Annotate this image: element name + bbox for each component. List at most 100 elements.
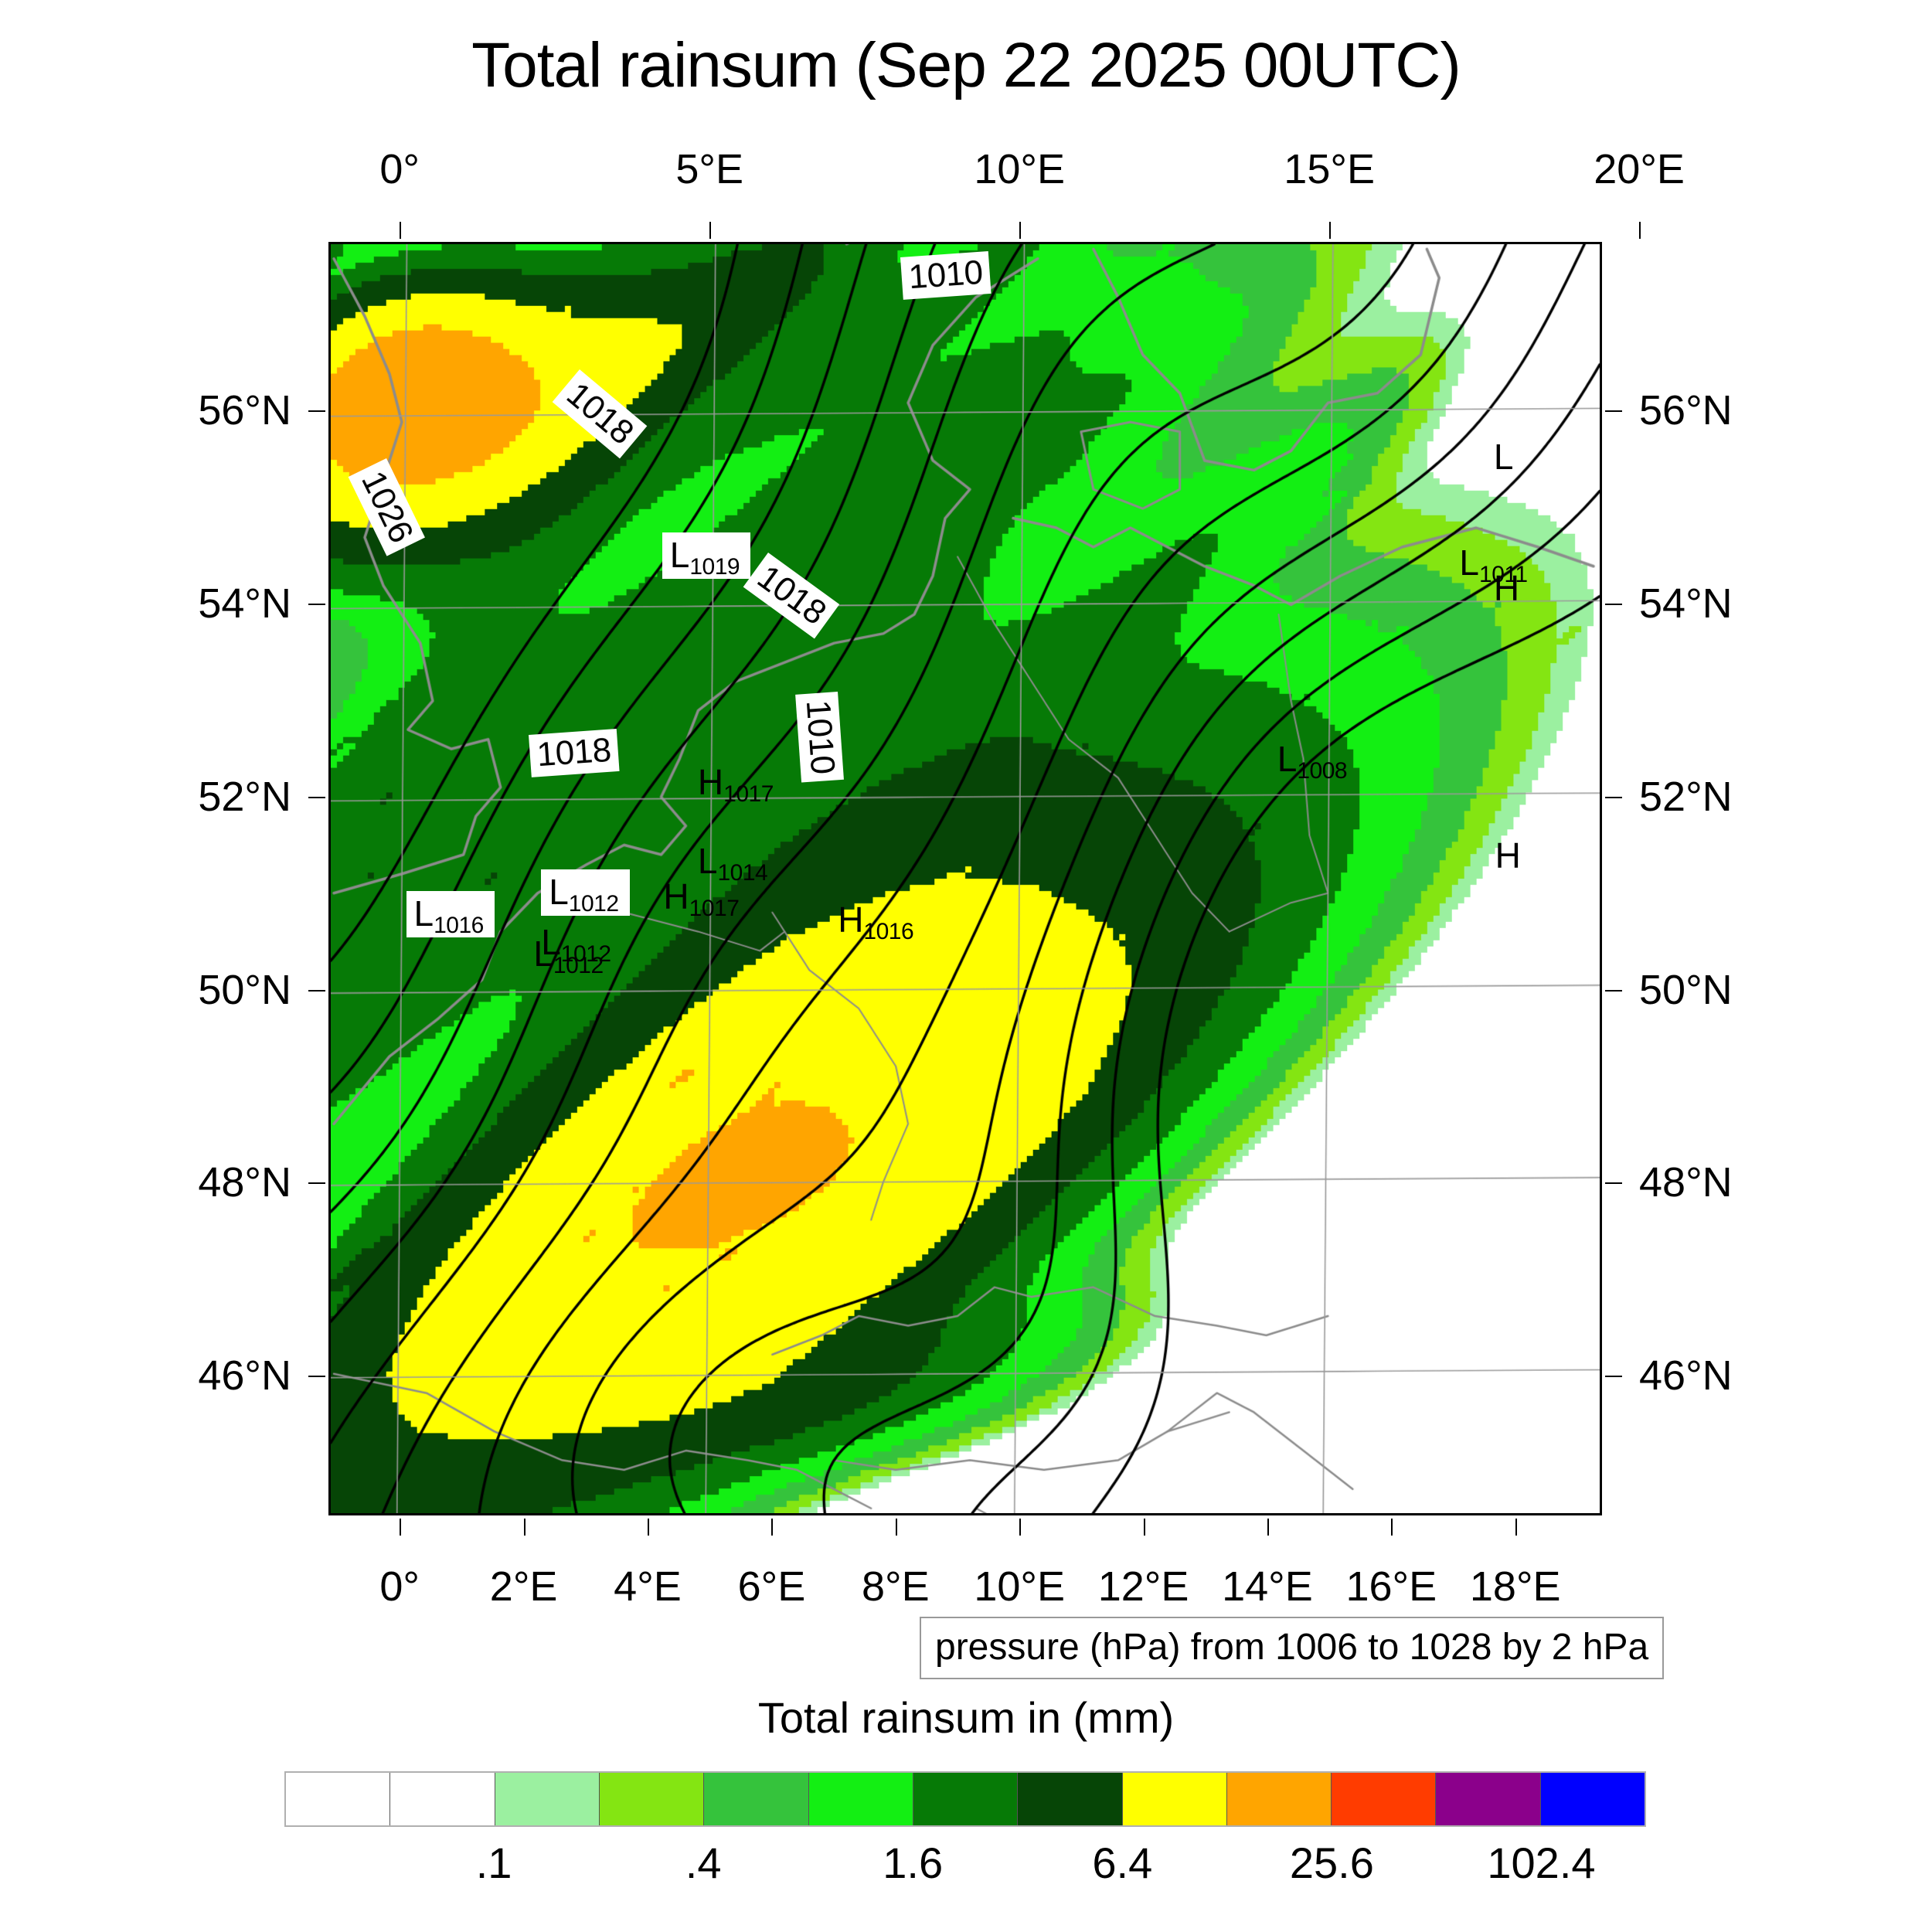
- pressure-center-marker: H1017: [663, 876, 739, 920]
- bottom-axis-tick-0: 0°: [379, 1563, 420, 1610]
- top-axis-tick-4: 20°E: [1594, 146, 1685, 192]
- bottom-tick-mark-0: [400, 1519, 402, 1536]
- pressure-center-type: H: [697, 761, 724, 802]
- pressure-center-type: L: [549, 872, 569, 913]
- pressure-center-type: L: [533, 934, 553, 975]
- right-tick-mark-2: [1605, 796, 1622, 798]
- pressure-center-marker: L1011: [1459, 545, 1528, 587]
- colorbar-segment-5[interactable]: [808, 1773, 913, 1825]
- pressure-center-value: 1011: [1479, 562, 1528, 588]
- pressure-center-marker: L: [1494, 439, 1514, 474]
- right-axis-tick-3: 50°N: [1639, 966, 1733, 1013]
- colorbar-segment-12[interactable]: [1540, 1773, 1645, 1825]
- left-tick-mark-0: [308, 410, 325, 413]
- colorbar-segment-8[interactable]: [1122, 1773, 1227, 1825]
- top-axis-tick-0: 0°: [379, 146, 420, 192]
- pressure-center-marker: L1012: [541, 869, 630, 917]
- bottom-axis-tick-6: 12°E: [1097, 1563, 1189, 1610]
- right-tick-mark-4: [1605, 1182, 1622, 1185]
- colorbar-segment-7[interactable]: [1018, 1773, 1123, 1825]
- pressure-center-marker: L1012: [541, 924, 611, 966]
- bottom-tick-mark-3: [771, 1519, 774, 1536]
- bottom-axis-tick-2: 4°E: [614, 1563, 682, 1610]
- bottom-tick-mark-2: [648, 1519, 649, 1536]
- bottom-axis-tick-4: 8°E: [861, 1563, 930, 1610]
- pressure-center-value: 1016: [863, 918, 914, 944]
- left-axis-tick-1: 54°N: [198, 580, 291, 628]
- pressure-contour-legend: pressure (hPa) from 1006 to 1028 by 2 hP…: [920, 1617, 1665, 1679]
- rainfall-heatmap-canvas: [331, 244, 1600, 1513]
- top-tick-mark-2: [1019, 222, 1022, 239]
- right-axis-tick-2: 52°N: [1639, 773, 1733, 820]
- left-axis-tick-5: 46°N: [198, 1352, 291, 1399]
- pressure-center-marker: L1014: [697, 840, 768, 885]
- contour-label: 1010: [900, 250, 992, 300]
- colorbar-segment-0[interactable]: [286, 1773, 391, 1825]
- pressure-center-type: L: [669, 534, 690, 575]
- pressure-center-marker: L1008: [1277, 741, 1348, 783]
- pressure-center-marker: H: [1495, 838, 1521, 873]
- colorbar-segment-10[interactable]: [1332, 1773, 1437, 1825]
- right-tick-mark-5: [1605, 1375, 1622, 1377]
- pressure-center-type: L: [1493, 437, 1514, 478]
- bottom-axis-tick-9: 18°E: [1469, 1563, 1561, 1610]
- pressure-center-marker: L1012: [533, 934, 604, 978]
- bottom-tick-mark-4: [895, 1519, 897, 1536]
- pressure-center-marker: L1019: [662, 532, 751, 580]
- colorbar-segment-9[interactable]: [1226, 1773, 1332, 1825]
- left-tick-mark-4: [308, 1182, 325, 1185]
- colorbar-tick-1: .4: [685, 1838, 722, 1887]
- bottom-axis-tick-8: 16°E: [1345, 1563, 1437, 1610]
- pressure-center-type: H: [838, 899, 864, 940]
- left-axis-tick-2: 52°N: [198, 773, 291, 820]
- pressure-center-value: 1019: [689, 553, 740, 580]
- bottom-tick-mark-7: [1267, 1519, 1269, 1536]
- right-axis-tick-0: 56°N: [1639, 387, 1733, 434]
- left-tick-mark-3: [308, 989, 325, 992]
- rainfall-colorbar[interactable]: [284, 1771, 1646, 1827]
- colorbar-title: Total rainsum in (mm): [757, 1693, 1175, 1742]
- bottom-tick-mark-9: [1515, 1519, 1517, 1536]
- pressure-center-marker: H1017: [697, 761, 774, 806]
- pressure-center-value: 1014: [717, 859, 768, 886]
- colorbar-segment-11[interactable]: [1436, 1773, 1541, 1825]
- bottom-tick-mark-5: [1019, 1519, 1022, 1536]
- colorbar-tick-3: 6.4: [1092, 1838, 1153, 1887]
- top-axis-tick-3: 15°E: [1284, 146, 1375, 192]
- bottom-axis-tick-3: 6°E: [737, 1563, 806, 1610]
- pressure-center-type: L: [697, 840, 718, 881]
- colorbar-segment-6[interactable]: [913, 1773, 1019, 1825]
- left-tick-mark-1: [308, 604, 325, 606]
- colorbar-tick-2: 1.6: [883, 1838, 944, 1887]
- colorbar-segment-2[interactable]: [495, 1773, 600, 1825]
- colorbar-segment-4[interactable]: [704, 1773, 809, 1825]
- colorbar-tick-labels: .1 .4 1.6 6.4 25.6 102.4: [284, 1838, 1646, 1892]
- colorbar-segment-3[interactable]: [599, 1773, 705, 1825]
- bottom-tick-mark-1: [523, 1519, 526, 1536]
- pressure-center-type: H: [1493, 568, 1520, 609]
- map-plot-area[interactable]: [328, 242, 1602, 1515]
- left-tick-mark-5: [308, 1375, 325, 1377]
- bottom-axis-tick-5: 10°E: [974, 1563, 1065, 1610]
- left-axis-tick-0: 56°N: [198, 387, 291, 434]
- right-tick-mark-0: [1605, 410, 1622, 413]
- bottom-axis-tick-1: 2°E: [489, 1563, 558, 1610]
- bottom-tick-mark-8: [1391, 1519, 1393, 1536]
- pressure-center-value: 1017: [723, 781, 774, 807]
- contour-label: 1018: [528, 728, 620, 777]
- left-axis-tick-4: 48°N: [198, 1159, 291, 1206]
- pressure-center-value: 1012: [560, 941, 611, 968]
- colorbar-tick-5: 102.4: [1487, 1838, 1596, 1887]
- right-axis-tick-5: 46°N: [1639, 1352, 1733, 1399]
- colorbar-tick-0: .1: [475, 1838, 512, 1887]
- pressure-center-marker: H: [1494, 570, 1519, 606]
- top-tick-mark-1: [709, 222, 712, 239]
- contour-label: 1010: [795, 691, 845, 783]
- top-axis-tick-2: 10°E: [974, 146, 1065, 192]
- bottom-tick-mark-6: [1143, 1519, 1145, 1536]
- top-tick-mark-4: [1639, 222, 1641, 239]
- pressure-center-type: H: [663, 876, 689, 917]
- left-tick-mark-2: [308, 796, 325, 798]
- colorbar-segment-1[interactable]: [390, 1773, 495, 1825]
- pressure-center-value: 1016: [434, 913, 484, 939]
